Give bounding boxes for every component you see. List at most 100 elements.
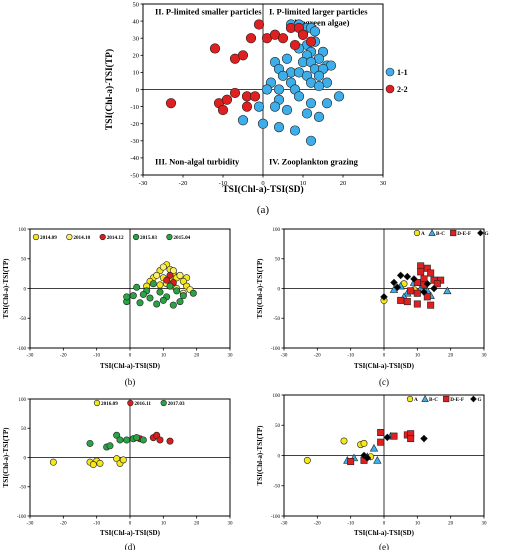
- y-tick-label: -100: [271, 347, 281, 352]
- data-point: [293, 91, 305, 102]
- y-axis-label: TSI(Chl-a)-TSI(TP): [104, 49, 115, 130]
- y-tick-label: -100: [271, 515, 281, 520]
- y-tick-label: 0: [278, 454, 281, 459]
- legend-marker: [406, 395, 414, 403]
- data-point: [129, 292, 137, 300]
- series-A: [303, 437, 375, 464]
- quadrant-label-iii: III. Non-algal turbidity: [155, 157, 240, 167]
- quadrant-label-i-sub: (bluegreen algae): [287, 17, 350, 27]
- x-tick-label: -30: [27, 354, 34, 359]
- x-tick-label: 0: [129, 354, 132, 359]
- y-tick-label: -50: [273, 485, 280, 490]
- legend-label: 2014.12: [107, 235, 124, 241]
- data-point: [369, 443, 379, 452]
- data-point: [153, 300, 161, 308]
- data-point: [136, 299, 144, 307]
- legend-label: G: [477, 397, 481, 403]
- data-point: [393, 283, 402, 292]
- data-point: [403, 298, 411, 306]
- y-tick-label: 40: [133, 18, 140, 25]
- data-point: [313, 111, 325, 122]
- legend-label: A: [421, 231, 425, 237]
- y-tick-label: 20: [133, 53, 140, 60]
- legend-marker: [166, 233, 173, 241]
- series-G: [360, 433, 428, 462]
- x-tick-label: -20: [60, 522, 67, 527]
- legend-label: 2016.09: [101, 401, 118, 407]
- data-point: [417, 262, 425, 270]
- data-point: [159, 296, 167, 304]
- data-point: [217, 104, 229, 116]
- data-point: [277, 70, 289, 81]
- y-tick-label: -100: [17, 347, 27, 352]
- data-point: [281, 104, 293, 116]
- data-point: [96, 459, 104, 467]
- legend-label: 2016.11: [134, 401, 151, 407]
- data-point: [297, 29, 309, 40]
- x-tick-label: -20: [179, 180, 188, 187]
- data-point: [269, 101, 281, 112]
- data-point: [420, 434, 428, 443]
- data-point: [176, 271, 184, 279]
- y-axis-label: TSI(Chl-a)-TSI(TP): [2, 427, 10, 488]
- data-point: [237, 115, 249, 126]
- data-point: [301, 108, 313, 119]
- series-G: [380, 271, 438, 301]
- data-point: [413, 300, 421, 308]
- x-tick-label: 0: [129, 522, 132, 527]
- x-tick-label: 10: [415, 522, 421, 527]
- y-tick-label: 100: [273, 394, 281, 399]
- x-tick-label: 20: [448, 522, 454, 527]
- data-point: [340, 437, 348, 445]
- legend-label: 2017.03: [168, 401, 185, 407]
- data-point: [133, 283, 141, 291]
- legend-label: G: [484, 231, 488, 237]
- data-point: [241, 101, 253, 112]
- series-D-E-F: [347, 429, 415, 466]
- x-tick-label: 20: [448, 354, 454, 359]
- data-point: [169, 267, 177, 275]
- panel-label: (b): [125, 377, 136, 387]
- data-point: [397, 296, 405, 304]
- data-point: [360, 439, 368, 447]
- legend-marker: [477, 229, 484, 237]
- data-point: [169, 301, 177, 309]
- x-tick-label: 10: [161, 354, 167, 359]
- data-point: [443, 286, 452, 295]
- legend-marker: [428, 229, 436, 236]
- x-tick-label: 10: [161, 522, 167, 527]
- data-point: [166, 271, 174, 279]
- data-point: [383, 433, 392, 442]
- series-2016.09: [49, 455, 127, 469]
- data-point: [153, 431, 161, 439]
- data-point: [119, 456, 127, 464]
- x-tick-label: -10: [93, 522, 100, 527]
- x-tick-label: -20: [314, 354, 321, 359]
- y-tick-label: 0: [136, 87, 139, 94]
- data-point: [106, 442, 114, 450]
- legend-label: B-C: [429, 397, 438, 403]
- y-tick-label: 0: [24, 456, 27, 461]
- data-point: [149, 280, 157, 288]
- data-point: [305, 135, 317, 146]
- x-tick-label: 30: [482, 522, 488, 527]
- data-point: [313, 80, 325, 92]
- data-point: [113, 431, 121, 439]
- y-tick-label: 50: [21, 258, 27, 263]
- data-point: [249, 91, 261, 102]
- data-point: [139, 436, 147, 444]
- legend-label: 2014.09: [40, 235, 57, 241]
- x-tick-label: -20: [314, 522, 321, 527]
- data-point: [277, 33, 289, 44]
- legend-marker: [385, 84, 395, 94]
- series-2-2: [165, 19, 317, 116]
- y-tick-label: -50: [19, 317, 26, 322]
- x-tick-label: 10: [415, 354, 421, 359]
- y-tick-label: -50: [130, 172, 139, 179]
- data-point: [413, 289, 421, 297]
- data-point: [229, 87, 241, 99]
- data-point: [116, 436, 124, 444]
- data-point: [420, 288, 428, 296]
- data-point: [139, 290, 147, 298]
- x-axis-label: TSI(Chl-a)-TSI(SD): [354, 362, 415, 370]
